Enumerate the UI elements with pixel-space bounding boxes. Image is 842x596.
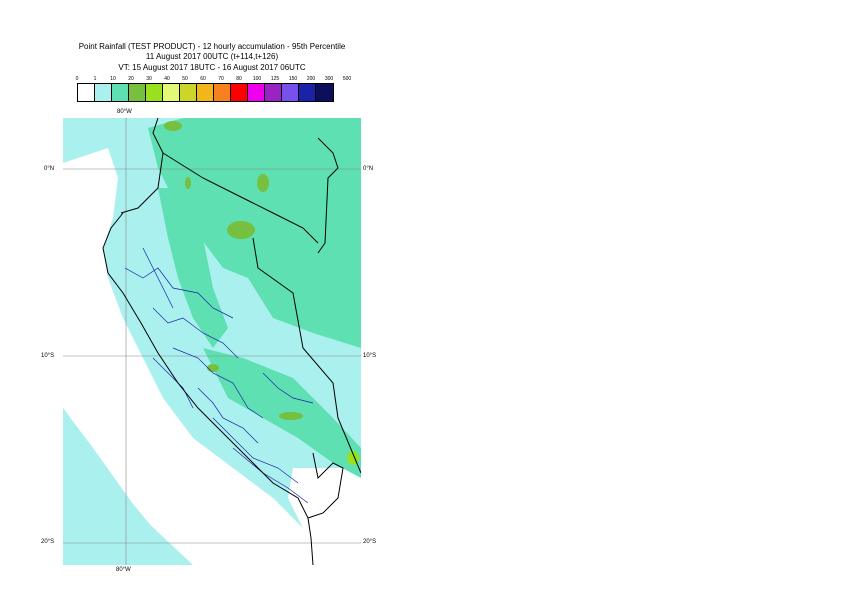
legend-swatch (180, 84, 197, 101)
legend-swatch (146, 84, 163, 101)
rain-spot-3 (164, 121, 182, 131)
legend-swatch (163, 84, 180, 101)
rain-area-andes-north (158, 188, 228, 348)
legend-label: 80 (236, 76, 242, 82)
lat-label-0-left: 0°N (44, 166, 55, 172)
legend-swatch (214, 84, 231, 101)
rain-spot-1 (227, 221, 255, 239)
dry-zone-coast-strip (63, 418, 183, 565)
coastline (102, 212, 309, 519)
legend-labels: 0 1 10 20 30 40 50 60 70 80 100 125 150 200 300 500 (0, 74, 842, 84)
rain-spot-2 (257, 174, 269, 192)
legend-label: 10 (110, 76, 116, 82)
legend-swatch (248, 84, 265, 101)
legend-label: 40 (164, 76, 170, 82)
lon-label-top: 80°W (117, 109, 132, 115)
legend-swatch (112, 84, 129, 101)
border-north-east (317, 137, 339, 254)
legend-label: 100 (252, 76, 262, 82)
legend-swatch (265, 84, 282, 101)
rain-area-amazon (148, 118, 361, 348)
coast-and-borders (102, 118, 361, 565)
dry-zone-north (63, 148, 313, 565)
legend-label: 150 (288, 76, 298, 82)
map-subtitle-run: 11 August 2017 00UTC (t+114,t+126) (145, 52, 279, 61)
legend-label: 0 (75, 76, 79, 82)
lon-label-bottom: 80°W (116, 567, 131, 573)
legend-label: 125 (270, 76, 280, 82)
map-subtitle-validity: VT: 15 August 2017 18UTC - 16 August 201… (118, 63, 306, 72)
legend-label: 50 (182, 76, 188, 82)
legend-label: 60 (200, 76, 206, 82)
lat-label-10-left: 10°S (41, 353, 55, 359)
lat-label-20-right: 20°S (363, 539, 377, 545)
rain-spot-7 (185, 177, 191, 189)
legend-colorbar (77, 83, 334, 102)
legend-label: 20 (128, 76, 134, 82)
legend-swatch (95, 84, 112, 101)
legend-swatch (78, 84, 95, 101)
legend-swatch (197, 84, 214, 101)
rain-area-andes-south (203, 348, 361, 478)
dry-zone-southeast (288, 468, 361, 565)
border-chile (307, 517, 314, 565)
border-ecuador (120, 118, 164, 214)
legend-label: 500 (342, 76, 352, 82)
lat-label-20-left: 20°S (41, 539, 55, 545)
admin-boundaries (124, 247, 314, 504)
legend-label: 70 (218, 76, 224, 82)
legend-label: 300 (324, 76, 334, 82)
legend-swatch (316, 84, 333, 101)
legend-label: 30 (146, 76, 152, 82)
rain-spot-6 (207, 364, 219, 372)
lat-label-10-right: 10°S (363, 353, 377, 359)
legend-swatch (129, 84, 146, 101)
border-bolivia (307, 452, 344, 519)
legend-label: 200 (306, 76, 316, 82)
legend-swatch (282, 84, 299, 101)
border-colombia (162, 152, 319, 244)
map-title: Point Rainfall (TEST PRODUCT) - 12 hourl… (78, 42, 346, 51)
rainfall-map (63, 118, 361, 565)
legend-swatch (299, 84, 316, 101)
legend-swatch (231, 84, 248, 101)
lat-label-0-right: 0°N (363, 166, 374, 172)
border-brazil (252, 237, 361, 474)
rain-spot-4 (279, 412, 303, 420)
legend-label: 1 (93, 76, 97, 82)
